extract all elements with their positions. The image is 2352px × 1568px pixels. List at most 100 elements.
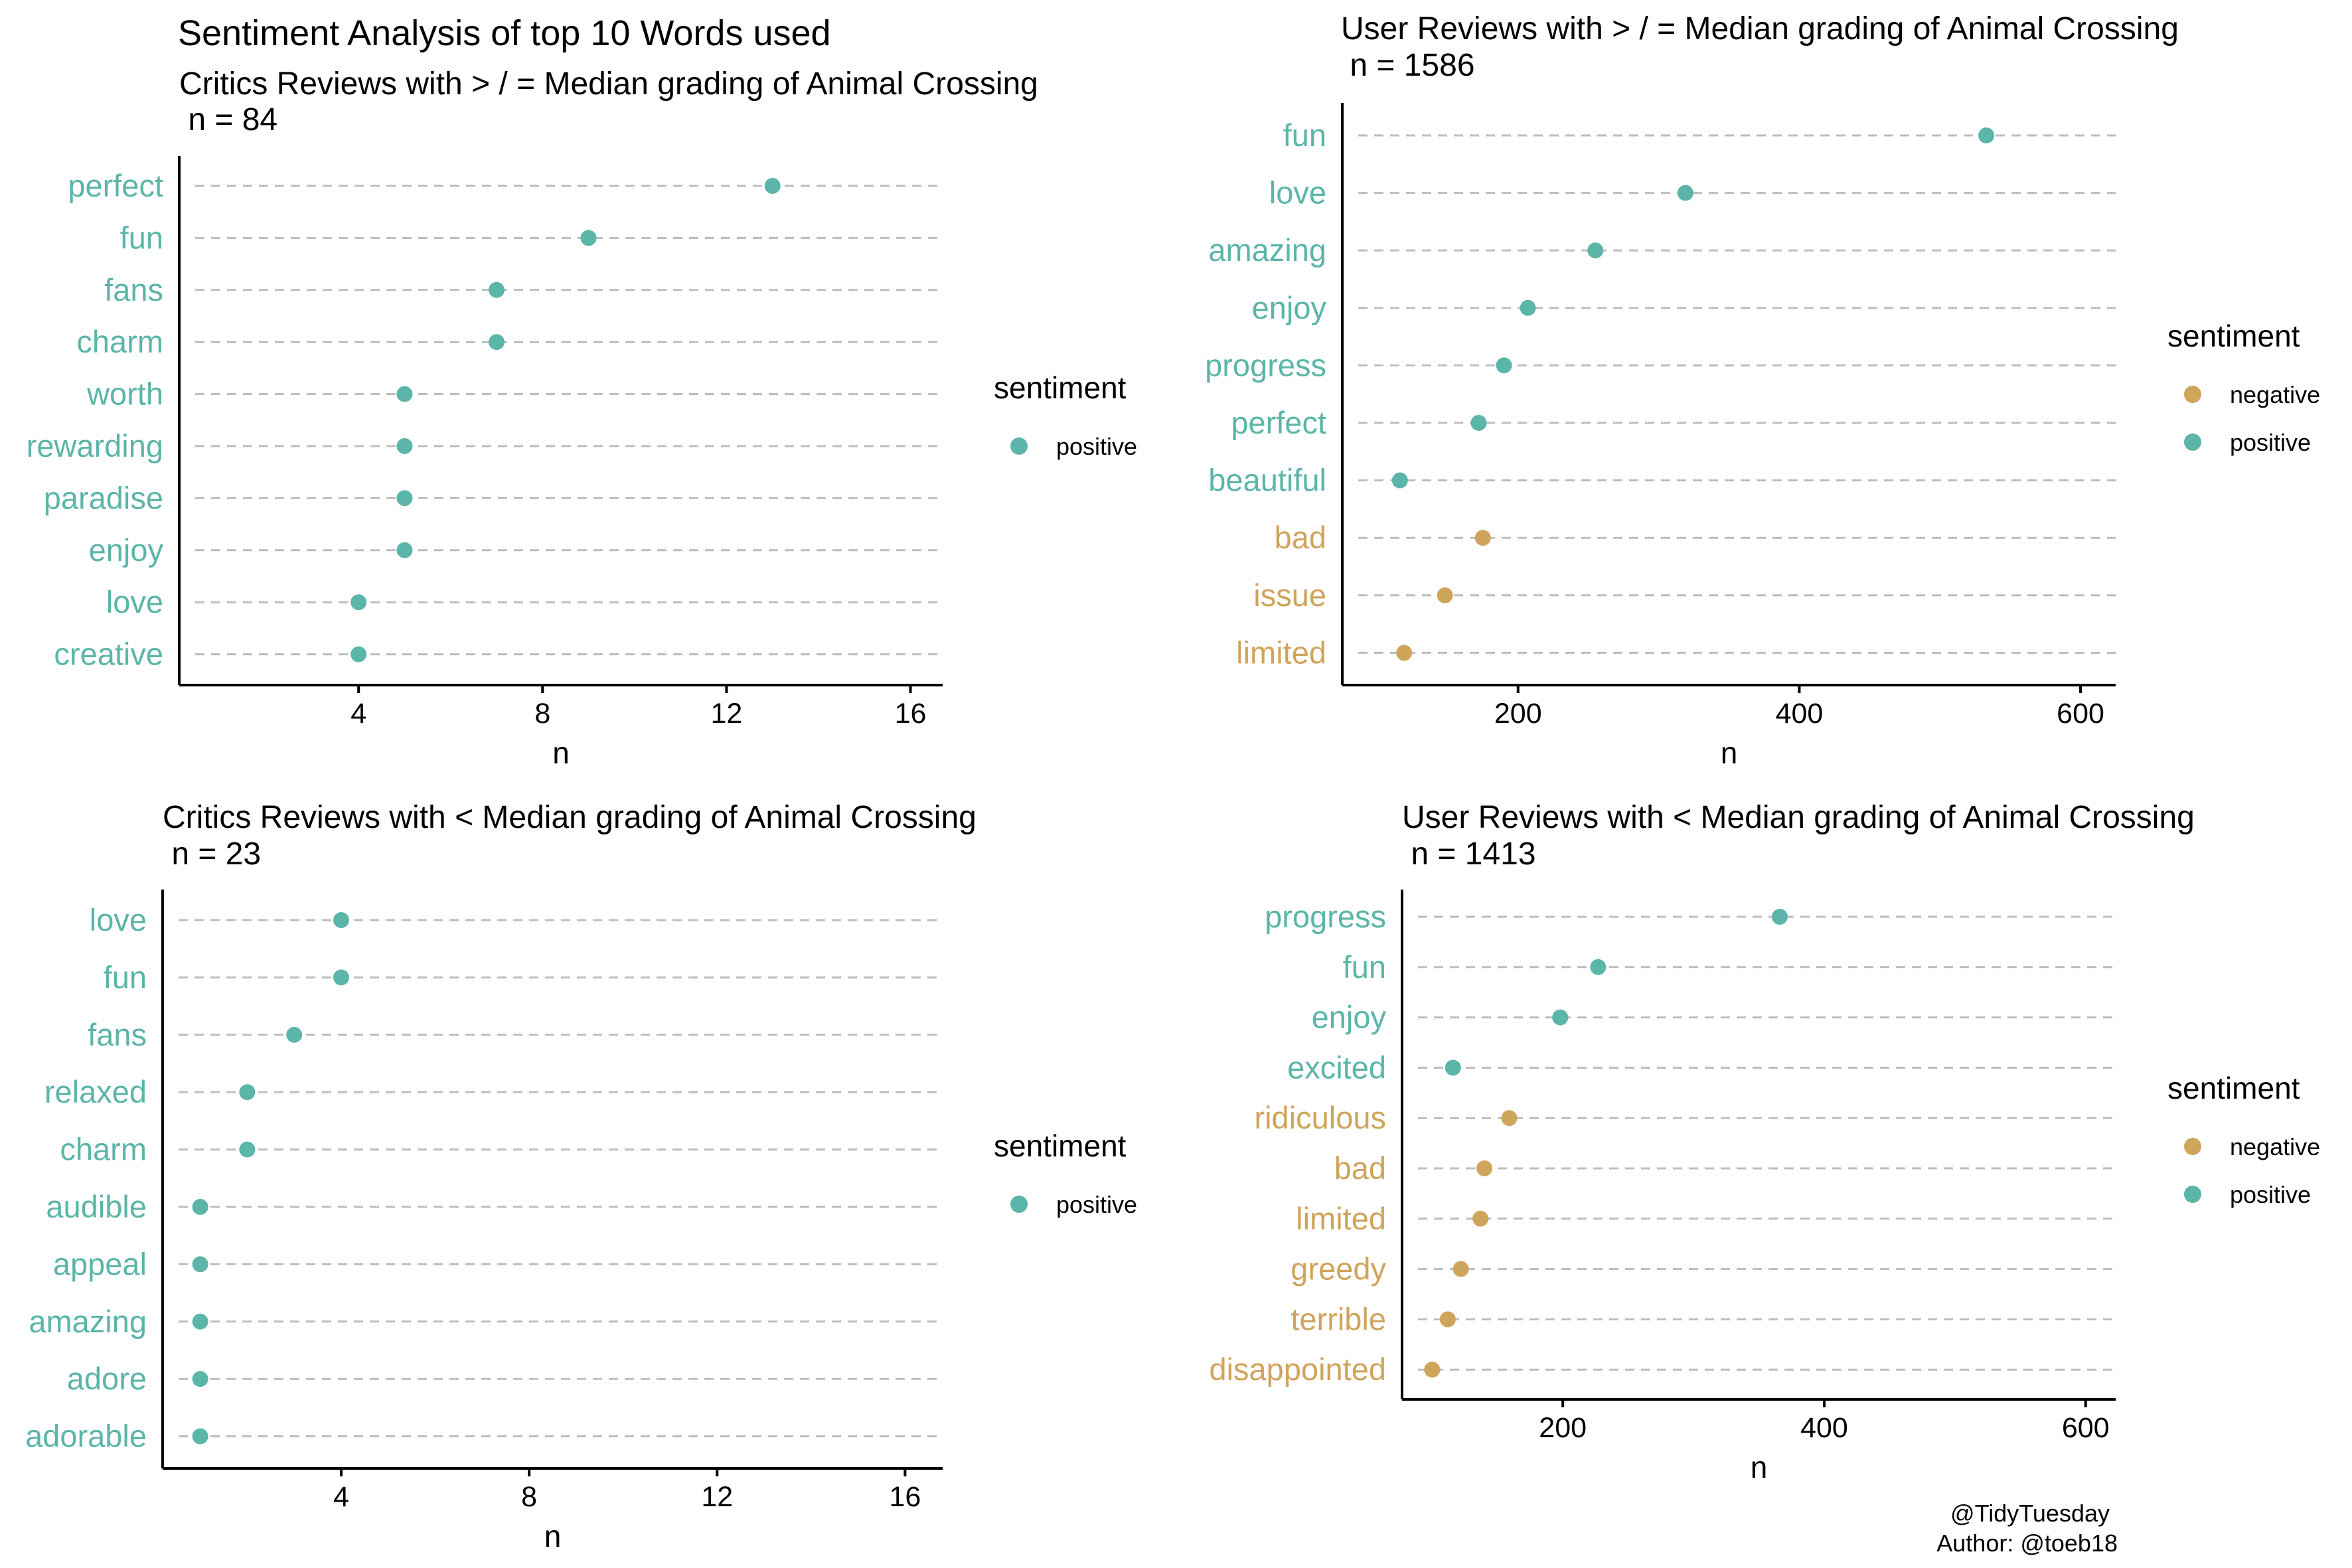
panel-subtitle: n = 23 [163,836,261,872]
category-label: perfect [68,168,163,203]
category-label: adore [67,1361,147,1396]
category-label: bad [1334,1150,1386,1186]
data-point [489,334,505,351]
panel-title: User Reviews with > / = Median grading o… [1341,11,2179,46]
figure-title: Sentiment Analysis of top 10 Words used [178,13,831,53]
data-point [1396,645,1413,661]
data-point [764,178,781,194]
data-point [1587,242,1604,259]
data-point [333,969,349,986]
data-point [239,1141,256,1158]
data-point [1391,472,1408,489]
category-label: worth [86,376,163,412]
category-label: love [90,902,147,937]
data-point [1501,1110,1518,1127]
x-tick-label: 400 [1776,698,1824,730]
x-tick-label: 200 [1494,698,1542,730]
legend: sentiment negative positive [2167,1071,2320,1208]
x-tick-label: 8 [521,1481,537,1513]
legend-title: sentiment [2167,1071,2300,1105]
legend-key [2184,386,2201,403]
data-point [192,1256,208,1273]
caption-line-2: Author: @toeb18 [1936,1529,2118,1557]
x-tick-label: 4 [333,1481,349,1513]
caption-line-1: @TidyTuesday [1950,1500,2110,1527]
data-point [1452,1261,1469,1277]
category-label: enjoy [89,532,164,568]
category-label: relaxed [44,1074,147,1109]
data-point [1437,587,1453,603]
data-point [192,1199,208,1215]
data-point [351,646,367,663]
data-point [1470,415,1487,431]
category-label: fans [104,272,163,307]
x-tick-label: 200 [1539,1412,1587,1444]
category-label: disappointed [1209,1352,1386,1387]
data-point [1677,185,1693,201]
data-point [1552,1009,1569,1026]
panel-users-above-median: User Reviews with > / = Median grading o… [1205,11,2320,770]
panel-title: User Reviews with < Median grading of An… [1402,800,2195,835]
data-point [1476,1160,1493,1176]
data-point [192,1371,208,1387]
category-label: perfect [1231,405,1326,440]
data-point [1474,530,1491,546]
data-point [1472,1210,1489,1227]
panel-subtitle: n = 1586 [1341,48,1475,83]
legend-key [2184,1186,2201,1203]
x-tick-label: 600 [2057,698,2104,730]
legend-title: sentiment [2167,319,2300,353]
category-label: charm [76,324,163,359]
data-point [396,490,413,507]
panel-subtitle: n = 84 [179,102,277,137]
x-tick-label: 16 [889,1481,921,1513]
category-label: progress [1265,899,1386,934]
category-label: fun [1343,949,1386,984]
legend-label: positive [1056,1191,1137,1218]
data-point [192,1313,208,1330]
x-tick-label: 12 [710,698,742,730]
x-tick-label: 8 [534,698,550,730]
category-label: beautiful [1208,463,1326,498]
category-label: love [1269,175,1326,210]
x-tick-label: 4 [351,698,366,730]
data-point [333,912,349,928]
legend: sentiment positive [994,1129,1137,1218]
data-point [1520,299,1536,316]
category-label: fun [120,220,163,255]
legend-label: positive [2230,1181,2311,1208]
category-label: issue [1253,578,1326,613]
category-label: terrible [1291,1301,1386,1336]
category-label: paradise [44,480,163,515]
legend-key [2184,433,2201,451]
legend-label: negative [2230,381,2320,408]
category-label: appeal [53,1246,147,1281]
panel-users-below-median: User Reviews with < Median grading of An… [1209,800,2320,1484]
category-label: rewarding [27,428,163,463]
legend-title: sentiment [994,1129,1127,1163]
x-axis-title: n [1721,736,1738,770]
category-label: bad [1275,520,1326,555]
legend-title: sentiment [994,370,1127,405]
data-point [396,438,413,454]
data-point [1978,127,1995,143]
panel-critics-below-median: Critics Reviews with < Median grading of… [25,800,1137,1553]
data-point [396,386,413,402]
data-point [239,1084,256,1101]
panel-title: Critics Reviews with > / = Median gradin… [179,66,1038,102]
category-label: amazing [1208,232,1326,268]
data-point [1590,959,1607,975]
legend-key [1010,1196,1028,1213]
legend: sentiment positive [994,370,1137,460]
x-tick-label: 400 [1800,1412,1848,1444]
category-label: love [106,584,163,619]
x-axis-title: n [544,1519,562,1553]
legend-key [2184,1138,2201,1155]
data-point [580,230,597,246]
data-point [1496,357,1512,374]
data-point [192,1428,208,1445]
category-label: amazing [29,1304,147,1339]
category-label: enjoy [1252,290,1327,325]
data-point [286,1026,303,1043]
